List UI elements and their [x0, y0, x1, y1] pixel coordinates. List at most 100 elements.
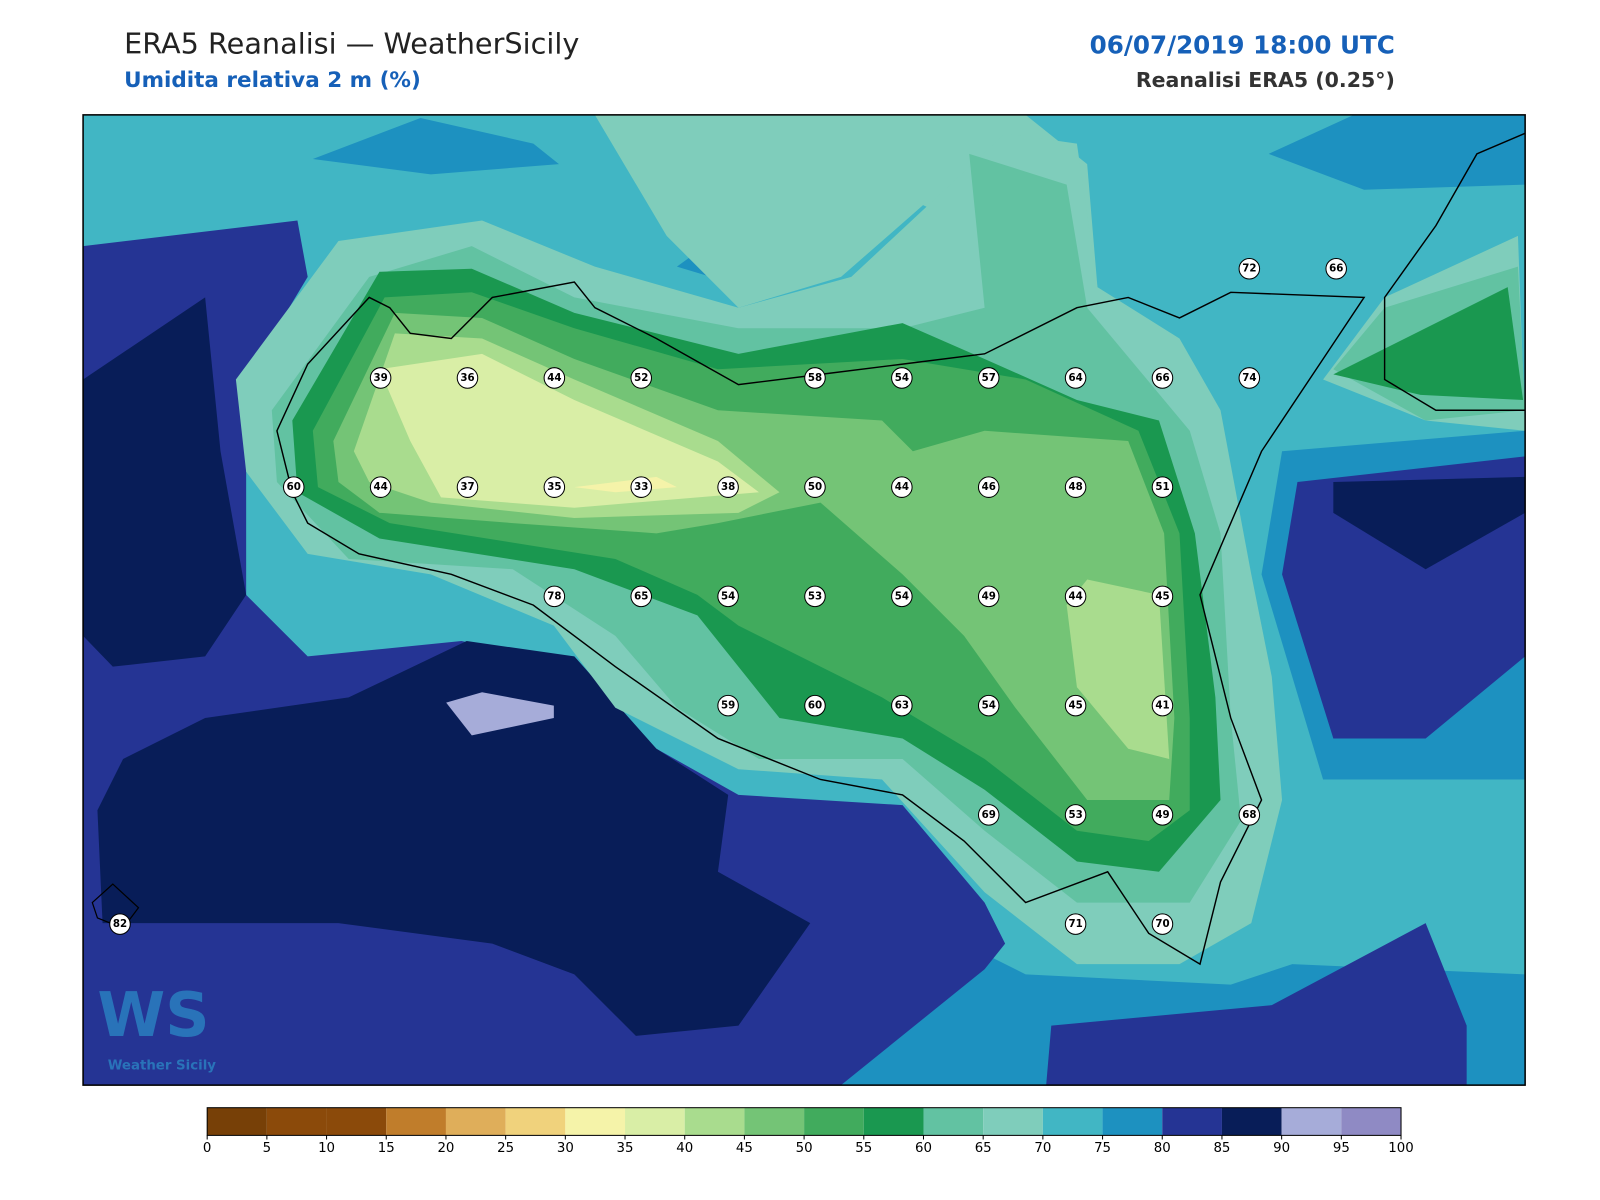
colorbar-segment — [923, 1107, 984, 1136]
station-value: 65 — [634, 590, 648, 602]
colorbar-tick-label: 15 — [378, 1141, 395, 1156]
station-marker — [1064, 694, 1087, 717]
band-90 — [446, 692, 554, 736]
station-marker — [804, 585, 826, 608]
station-marker — [804, 367, 826, 389]
station-marker — [1064, 367, 1087, 389]
colorbar-tick-label: 55 — [855, 1141, 872, 1156]
logo-mark: WS — [97, 979, 209, 1051]
station-value: 49 — [1155, 809, 1169, 821]
colorbar-tick-label: 85 — [1213, 1141, 1230, 1156]
map-frame — [82, 114, 1526, 1086]
station-marker — [1151, 913, 1174, 935]
colorbar-segment — [1162, 1107, 1222, 1136]
colorbar-segment — [386, 1107, 446, 1136]
coastline — [276, 281, 1366, 966]
colorbar-segment — [1042, 1107, 1103, 1136]
station-value: 53 — [1068, 809, 1082, 821]
colorbar-tick-label: 60 — [915, 1141, 932, 1156]
colorbar-segment — [445, 1107, 506, 1136]
colorbar-segment — [326, 1107, 387, 1136]
source: Reanalisi ERA5 (0.25°) — [1136, 68, 1395, 92]
station-marker — [717, 476, 739, 498]
station-value: 51 — [1155, 481, 1169, 493]
station-marker — [1064, 804, 1087, 826]
station-value: 49 — [982, 590, 996, 602]
station-value: 44 — [373, 481, 387, 493]
station-value: 50 — [808, 481, 822, 493]
colorbar-segment — [744, 1107, 805, 1136]
colorbar-tick-label: 0 — [203, 1141, 211, 1156]
station-value: 37 — [460, 481, 474, 493]
station-value: 70 — [1155, 918, 1169, 930]
colorbar-tick-label: 10 — [318, 1141, 335, 1156]
colorbar-tick-label: 100 — [1388, 1141, 1413, 1156]
station-marker — [1151, 694, 1174, 717]
station-value: 44 — [547, 372, 561, 384]
station-value: 66 — [1155, 372, 1169, 384]
colorbar-segment — [625, 1107, 685, 1136]
field: WS Weather Sicily — [83, 114, 1526, 1086]
station-value: 41 — [1155, 700, 1169, 712]
station-value: 39 — [373, 372, 387, 384]
station-marker — [1151, 585, 1174, 608]
colorbar-tick-label: 65 — [975, 1141, 992, 1156]
station-value: 54 — [895, 590, 909, 602]
colorbar-tick-label: 25 — [497, 1141, 514, 1156]
station-marker — [369, 367, 392, 389]
island — [91, 883, 140, 929]
station-value: 71 — [1068, 918, 1082, 930]
station-value: 82 — [113, 918, 127, 930]
station-marker — [977, 694, 1000, 717]
colorbar-tick-label: 40 — [676, 1141, 693, 1156]
station-marker — [977, 476, 1000, 498]
station-marker — [543, 367, 566, 389]
colorbar-segment — [983, 1107, 1043, 1136]
station-value: 46 — [982, 481, 996, 493]
station-value: 33 — [634, 481, 648, 493]
band-35 — [379, 353, 759, 508]
station-marker — [456, 476, 479, 498]
station-marker — [109, 913, 131, 935]
station-marker — [717, 694, 739, 717]
station-marker — [369, 476, 392, 498]
station-value: 52 — [634, 372, 648, 384]
colorbar-tick-label: 45 — [736, 1141, 753, 1156]
station-value: 35 — [547, 481, 561, 493]
colorbar-segment — [863, 1107, 924, 1136]
colorbar-tick-label: 70 — [1034, 1141, 1051, 1156]
station-marker — [1238, 804, 1261, 826]
colorbar-segment — [804, 1107, 864, 1136]
colorbar: 0 5 10 15 20 25 30 35 40 45 50 55 60 65 70 75 80 85 90 95 10… — [203, 1107, 1414, 1156]
station-marker — [543, 476, 566, 498]
station-value: 44 — [1068, 590, 1082, 602]
station-value: 72 — [1242, 263, 1256, 275]
station-marker — [282, 476, 305, 498]
station-marker — [1151, 476, 1174, 498]
station-marker — [1064, 476, 1087, 498]
band-55-east — [1333, 287, 1524, 400]
colorbar-tick-label: 30 — [557, 1141, 574, 1156]
station-value: 54 — [982, 700, 996, 712]
station-value: 64 — [1068, 372, 1082, 384]
colorbar-segment — [1341, 1107, 1402, 1136]
station-value: 60 — [287, 481, 301, 493]
station-value: 60 — [808, 700, 822, 712]
band-85 — [83, 297, 1526, 1036]
station-marker — [456, 367, 479, 389]
title: ERA5 Reanalisi — WeatherSicily — [124, 26, 579, 60]
station-marker — [630, 585, 653, 608]
stations: 72 66 39 36 44 52 58 54 57 64 66 74 60 44 37 35 33 38 50 44… — [109, 257, 1347, 935]
station-marker — [717, 585, 739, 608]
station-value: 48 — [1068, 481, 1082, 493]
station-value: 53 — [808, 590, 822, 602]
station-marker — [891, 476, 913, 498]
colorbar-segment — [207, 1107, 267, 1136]
station-value: 45 — [1155, 590, 1169, 602]
colorbar-segment — [1102, 1107, 1163, 1136]
station-marker — [630, 476, 653, 498]
colorbar-tick-label: 95 — [1333, 1141, 1350, 1156]
station-marker — [630, 367, 653, 389]
band-40-east — [1066, 579, 1170, 759]
station-value: 44 — [895, 481, 909, 493]
